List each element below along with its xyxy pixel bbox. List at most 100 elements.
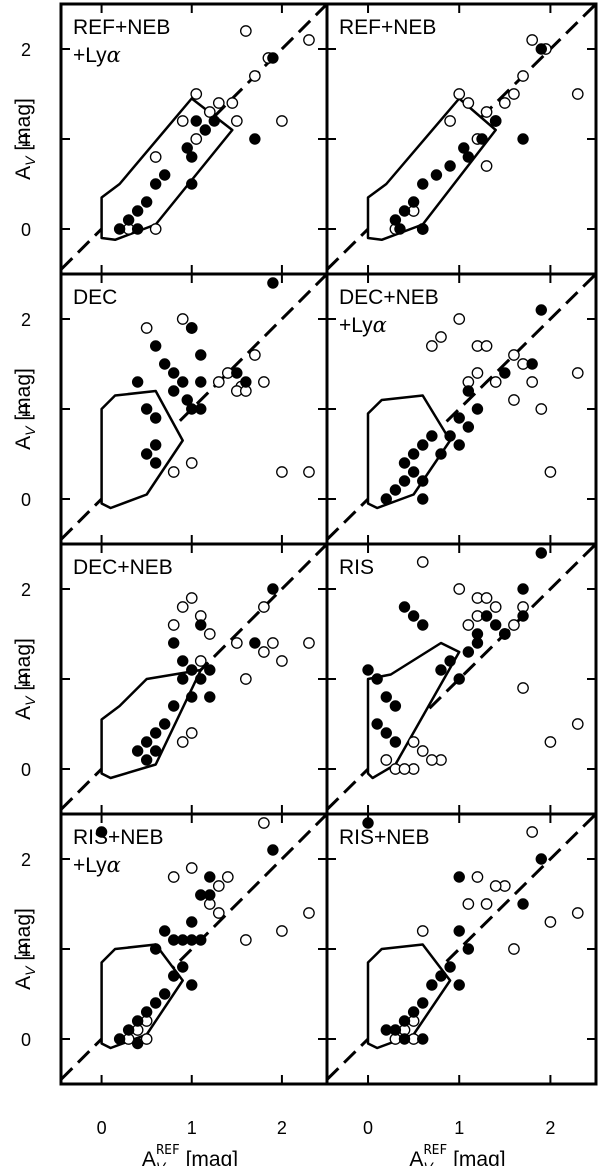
- filled-point: [471, 403, 484, 415]
- density-envelope: [366, 943, 452, 1050]
- y-tick-label: 1: [21, 940, 31, 960]
- open-point: [517, 70, 529, 82]
- filled-point: [444, 160, 456, 172]
- open-point: [167, 871, 180, 883]
- filled-point: [149, 997, 162, 1009]
- open-point: [185, 862, 198, 874]
- filled-point: [407, 1006, 420, 1018]
- filled-point: [149, 412, 162, 424]
- y-tick-label: 1: [21, 400, 31, 420]
- panel-6: RIS: [325, 542, 598, 816]
- x-tick-label: 1: [454, 1118, 464, 1138]
- filled-point: [267, 277, 279, 289]
- y-tick-label: 1: [21, 670, 31, 690]
- filled-point: [453, 673, 465, 685]
- open-point: [185, 592, 198, 604]
- filled-point: [407, 196, 420, 208]
- filled-point: [158, 358, 171, 370]
- filled-point: [517, 583, 529, 595]
- y-axis-label: AV [mag]: [12, 98, 38, 180]
- panel-title: RIS+NEB: [73, 826, 163, 849]
- filled-point: [426, 430, 438, 442]
- open-point: [398, 763, 411, 775]
- filled-point: [158, 718, 171, 730]
- open-point: [258, 601, 270, 613]
- open-point: [276, 925, 288, 937]
- filled-point: [499, 628, 511, 640]
- open-point: [462, 619, 475, 631]
- panel-7: 0 1 2 0 1 2 RIS+NEB +Lyα AV [mag] AVREF [mag]: [12, 812, 329, 1166]
- filled-point: [249, 637, 261, 649]
- filled-point: [208, 115, 220, 127]
- filled-point: [535, 547, 547, 559]
- filled-point: [398, 457, 411, 469]
- filled-point: [435, 664, 447, 676]
- open-point: [276, 655, 288, 667]
- open-point: [303, 34, 315, 46]
- filled-point: [407, 448, 420, 460]
- panel-title: RIS: [339, 556, 374, 579]
- x-tick-label: 0: [97, 1118, 107, 1138]
- filled-point: [380, 493, 392, 505]
- open-point: [203, 628, 216, 640]
- y-tick-label: 0: [21, 1030, 31, 1050]
- x-axis-label: AVREF [mag]: [142, 1143, 238, 1166]
- filled-point: [398, 1033, 411, 1045]
- filled-point: [204, 691, 216, 703]
- open-point: [426, 340, 438, 352]
- filled-point: [389, 736, 402, 748]
- filled-point: [426, 979, 438, 991]
- open-point: [276, 115, 288, 127]
- filled-point: [199, 124, 211, 136]
- filled-point: [362, 664, 374, 676]
- open-point: [212, 376, 225, 388]
- filled-point: [453, 871, 465, 883]
- filled-point: [444, 655, 456, 667]
- open-point: [544, 466, 557, 478]
- filled-point: [267, 52, 279, 64]
- panel-title: +Lyα: [73, 853, 121, 877]
- open-point: [571, 907, 584, 919]
- open-point: [480, 106, 493, 118]
- open-point: [190, 88, 203, 100]
- density-envelope: [100, 943, 184, 1050]
- filled-point: [177, 961, 189, 973]
- filled-point: [190, 115, 202, 127]
- open-point: [185, 727, 198, 739]
- open-point: [249, 349, 261, 361]
- open-point: [471, 367, 484, 379]
- open-point: [416, 925, 429, 937]
- filled-point: [417, 439, 429, 451]
- open-point: [303, 907, 315, 919]
- filled-point: [195, 376, 207, 388]
- open-point: [407, 736, 420, 748]
- panel-5: 0 1 2 DEC+NEB AV [mag]: [12, 542, 329, 816]
- open-point: [303, 466, 315, 478]
- y-axis-label: AV [mag]: [12, 368, 38, 450]
- y-axis-label: AV [mag]: [12, 908, 38, 990]
- open-point: [258, 817, 270, 829]
- filled-point: [181, 142, 193, 154]
- filled-point: [149, 745, 162, 757]
- filled-point: [535, 304, 547, 316]
- filled-point: [231, 367, 243, 379]
- filled-point: [453, 979, 465, 991]
- open-point: [517, 682, 529, 694]
- filled-point: [186, 691, 198, 703]
- filled-point: [177, 673, 189, 685]
- filled-point: [489, 619, 502, 631]
- filled-point: [181, 394, 193, 406]
- open-point: [480, 898, 493, 910]
- filled-point: [462, 151, 475, 163]
- open-point: [258, 376, 270, 388]
- open-point: [267, 637, 279, 649]
- open-point: [489, 601, 502, 613]
- density-envelope: [100, 389, 184, 510]
- panel-8: 0 1 2 RIS+NEB AVREF [mag]: [325, 812, 598, 1166]
- filled-point: [389, 214, 402, 226]
- filled-point: [186, 916, 198, 928]
- filled-point: [140, 1006, 153, 1018]
- open-point: [426, 754, 438, 766]
- open-point: [176, 736, 189, 748]
- open-point: [535, 403, 548, 415]
